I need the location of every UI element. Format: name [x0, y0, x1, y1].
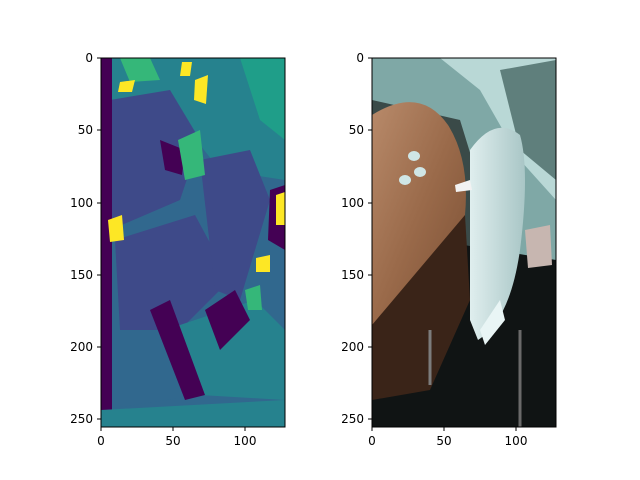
rgb-image-y-tick-label: 100 [341, 196, 364, 210]
depth-map-y-tick-label: 100 [70, 196, 93, 210]
rgb-image-y-tick-label: 0 [356, 51, 364, 65]
depth-map-x-tick-label: 100 [234, 434, 257, 448]
rgb-image-y-axis: 0 50 100 150 200 250 [341, 51, 372, 426]
depth-map-y-tick-label: 200 [70, 340, 93, 354]
depth-map-y-tick-label: 50 [78, 123, 93, 137]
rgb-image-panel: 0 50 100 0 50 100 150 200 250 [341, 51, 557, 448]
rgb-image-frame [371, 57, 557, 428]
depth-map-x-axis: 0 50 100 [97, 427, 256, 448]
rgb-image [372, 58, 556, 427]
depth-map-y-tick-label: 150 [70, 268, 93, 282]
depth-map-y-tick-label: 0 [85, 51, 93, 65]
depth-map-x-tick-label: 0 [97, 434, 105, 448]
depth-map-y-tick-label: 250 [70, 412, 93, 426]
rgb-image-x-tick-label: 0 [368, 434, 376, 448]
rgb-image-y-tick-label: 200 [341, 340, 364, 354]
rgb-image-y-tick-label: 150 [341, 268, 364, 282]
rgb-image-x-tick-label: 100 [505, 434, 528, 448]
depth-map-x-tick-label: 50 [165, 434, 180, 448]
rgb-image-x-tick-label: 50 [436, 434, 451, 448]
depth-map-frame [100, 57, 286, 428]
depth-map-image [101, 58, 285, 427]
depth-map-panel: 0 50 100 0 50 100 150 200 250 [70, 51, 286, 448]
depth-map-y-axis: 0 50 100 150 200 250 [70, 51, 101, 426]
rgb-image-x-axis: 0 50 100 [368, 427, 527, 448]
rgb-image-y-tick-label: 250 [341, 412, 364, 426]
rgb-image-y-tick-label: 50 [349, 123, 364, 137]
